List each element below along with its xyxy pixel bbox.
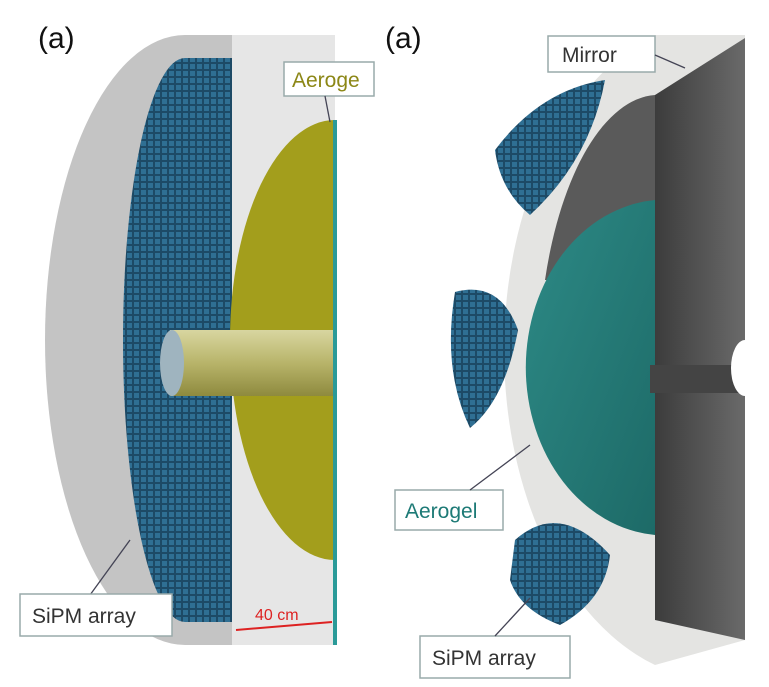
callout-box bbox=[419, 635, 571, 679]
panel-label: (a) bbox=[385, 22, 422, 55]
sipm-label: SiPM array bbox=[432, 647, 536, 670]
callout-box bbox=[547, 35, 656, 73]
beam-pipe bbox=[170, 330, 335, 396]
pointer bbox=[324, 95, 331, 123]
pointer bbox=[469, 444, 531, 491]
notch bbox=[731, 340, 745, 396]
pointer bbox=[654, 54, 686, 69]
sipm-cap bbox=[495, 80, 605, 215]
aerogel bbox=[525, 200, 655, 535]
mirror-label: Mirror bbox=[562, 44, 617, 67]
pointer bbox=[494, 597, 531, 637]
pipe-end bbox=[160, 330, 184, 396]
sipm-cap bbox=[510, 523, 610, 625]
callout-box bbox=[283, 61, 375, 97]
panel-label: (a) bbox=[38, 22, 75, 55]
left-render bbox=[45, 35, 350, 645]
notch bbox=[334, 328, 350, 398]
callout-box bbox=[19, 593, 173, 637]
aerogel-label: Aeroge bbox=[292, 69, 360, 92]
scale-arrow bbox=[235, 621, 333, 631]
mirror bbox=[655, 38, 745, 640]
sipm-label: SiPM array bbox=[32, 605, 136, 628]
pointer bbox=[89, 539, 131, 596]
aerogel-label: Aerogel bbox=[405, 500, 477, 523]
right-render bbox=[450, 35, 745, 665]
scale-label: 40 cm bbox=[255, 607, 299, 624]
sipm-cap bbox=[450, 289, 518, 428]
callout-box bbox=[394, 489, 504, 531]
beam-pipe bbox=[650, 365, 745, 393]
